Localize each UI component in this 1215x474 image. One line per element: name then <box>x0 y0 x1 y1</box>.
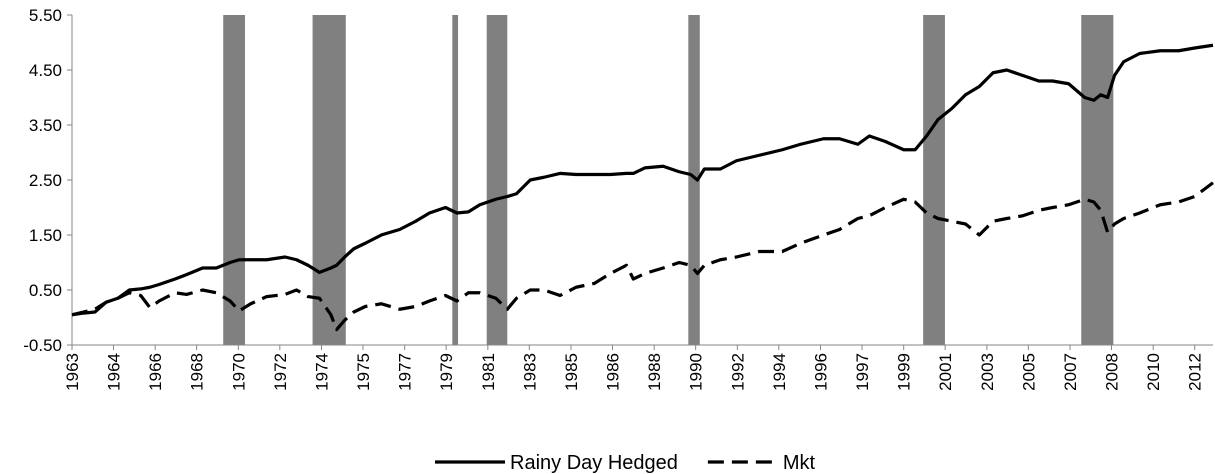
x-tick-label: 1963 <box>63 353 82 391</box>
x-tick-label: 1986 <box>603 353 622 391</box>
legend-label: Mkt <box>783 452 816 474</box>
y-tick-label: 3.50 <box>29 116 62 135</box>
recession-band <box>452 15 459 345</box>
recession-band <box>1081 15 1114 345</box>
recession-band <box>486 15 508 345</box>
recession-band <box>223 15 245 345</box>
x-tick-label: 1974 <box>313 353 332 391</box>
x-tick-label: 1972 <box>271 353 290 391</box>
x-tick-label: 1970 <box>229 353 248 391</box>
x-tick-label: 2012 <box>1186 353 1205 391</box>
x-tick-label: 2007 <box>1061 353 1080 391</box>
x-tick-label: 1999 <box>895 353 914 391</box>
x-tick-label: 2010 <box>1144 353 1163 391</box>
series-line <box>71 181 1214 332</box>
y-tick-label: 5.50 <box>29 6 62 25</box>
x-tick-label: 2001 <box>936 353 955 391</box>
y-tick-label: 4.50 <box>29 61 62 80</box>
recession-band <box>923 15 945 345</box>
x-tick-label: 1977 <box>396 353 415 391</box>
y-tick-label: 2.50 <box>29 171 62 190</box>
x-tick-label: 2005 <box>1019 353 1038 391</box>
x-tick-label: 1983 <box>520 353 539 391</box>
x-tick-label: 1992 <box>728 353 747 391</box>
x-tick-label: 1994 <box>770 353 789 391</box>
x-tick-label: 1981 <box>479 353 498 391</box>
y-tick-label: 1.50 <box>29 226 62 245</box>
series-line <box>71 43 1214 317</box>
legend-label: Rainy Day Hedged <box>510 452 678 474</box>
x-tick-label: 1966 <box>146 353 165 391</box>
x-tick-label: 1985 <box>562 353 581 391</box>
x-tick-label: 1990 <box>687 353 706 391</box>
x-tick-label: 2003 <box>978 353 997 391</box>
x-tick-label: 1964 <box>104 353 123 391</box>
y-tick-label: -0.50 <box>23 336 62 355</box>
y-tick-label: 0.50 <box>29 281 62 300</box>
x-tick-label: 2008 <box>1103 353 1122 391</box>
x-tick-label: 1975 <box>354 353 373 391</box>
recession-band <box>312 15 346 345</box>
x-tick-label: 1996 <box>812 353 831 391</box>
x-tick-label: 1997 <box>853 353 872 391</box>
x-tick-label: 1979 <box>437 353 456 391</box>
x-tick-label: 1968 <box>188 353 207 391</box>
recession-band <box>688 15 700 345</box>
x-tick-label: 1988 <box>645 353 664 391</box>
